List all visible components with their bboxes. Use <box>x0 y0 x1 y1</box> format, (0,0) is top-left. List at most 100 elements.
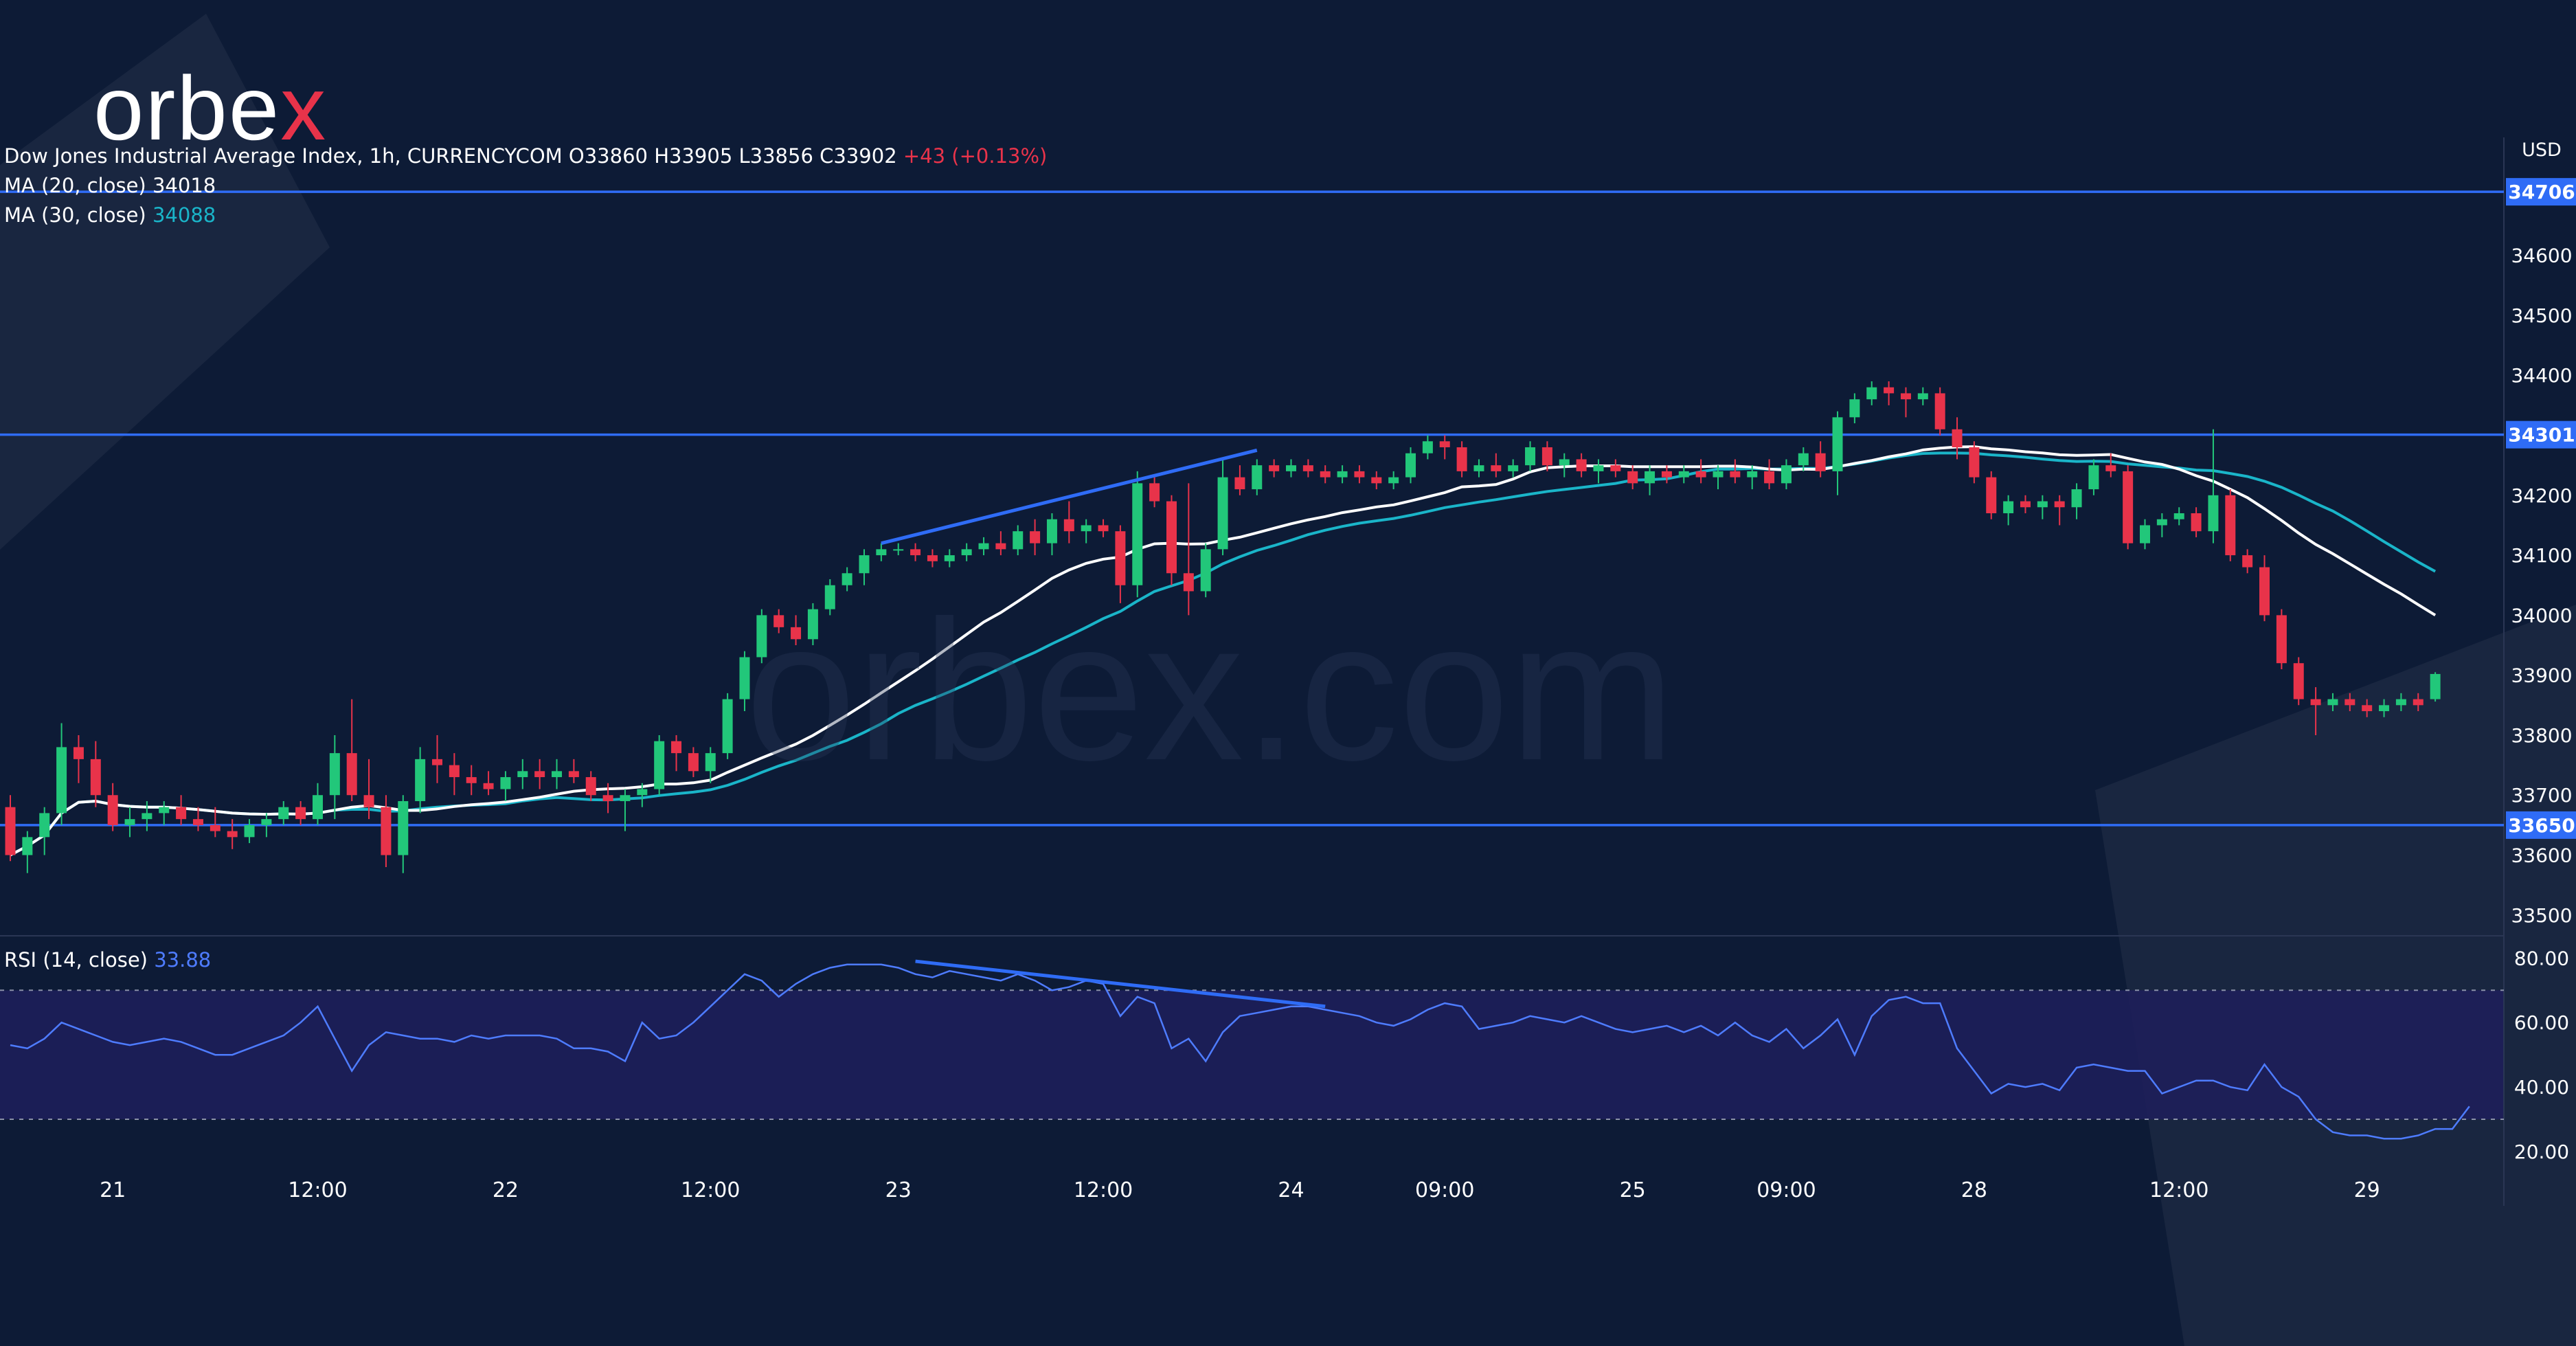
bear-candle <box>1986 477 1997 513</box>
bull-candle <box>978 543 989 550</box>
rsi-legend[interactable]: RSI (14, close) 33.88 <box>4 948 211 972</box>
rsi-band <box>0 990 2504 1119</box>
bull-candle <box>244 825 255 838</box>
horizontal-levels[interactable]: 34706 34301 33650 <box>0 178 2576 839</box>
bull-candle <box>1525 447 1536 466</box>
bear-candle <box>1269 465 1280 471</box>
bull-candle <box>637 789 648 796</box>
bear-candle <box>1149 483 1160 502</box>
bull-candle <box>1473 465 1484 471</box>
ma30-label: MA (30, close) <box>4 203 146 227</box>
bear-candle <box>1934 393 1945 429</box>
ma30-value: 34088 <box>152 203 216 227</box>
price-tick-label: 34200 <box>2511 484 2572 507</box>
time-tick-label: 12:00 <box>2149 1178 2208 1202</box>
rsi-axis[interactable]: 80.00 60.00 40.00 20.00 <box>0 947 2569 1163</box>
bull-candle <box>961 549 972 556</box>
bull-candle <box>1798 453 1809 466</box>
bear-candle <box>2293 663 2304 699</box>
bear-candle <box>1456 447 1467 471</box>
rsi-tick-label: 60.00 <box>2514 1011 2569 1034</box>
bear-candle <box>363 795 374 807</box>
rsi-line <box>10 963 2470 1140</box>
ma30-legend[interactable]: MA (30, close) 34088 <box>4 203 216 227</box>
bull-candle <box>1747 471 1758 478</box>
ma20-legend[interactable]: MA (20, close) 34018 <box>4 174 216 197</box>
bear-candle <box>1900 393 1911 400</box>
bull-candle <box>1917 393 1928 400</box>
bull-candle <box>1422 441 1433 453</box>
bull-candle <box>944 555 955 561</box>
bear-candle <box>1952 429 1963 447</box>
bull-candle <box>329 753 340 796</box>
bull-candle <box>2088 465 2099 490</box>
price-tick-label: 33800 <box>2511 724 2572 747</box>
bull-candle <box>893 549 904 551</box>
watermark: orbex.com <box>745 579 1675 802</box>
bear-candle <box>210 825 221 831</box>
bear-candle <box>432 759 442 765</box>
bear-candle <box>568 771 579 778</box>
bull-candle <box>1286 465 1296 471</box>
bear-candle <box>2020 501 2031 508</box>
low-value: L33856 <box>738 144 813 168</box>
bull-candle <box>2037 501 2048 508</box>
level-tag-label: 33650 <box>2508 814 2575 837</box>
price-tick-label: 33600 <box>2511 844 2572 867</box>
bull-candle <box>654 741 665 789</box>
bear-candle <box>791 627 802 640</box>
bear-candle <box>1764 471 1775 484</box>
change-value: +43 (+0.13%) <box>903 144 1048 168</box>
trendlines[interactable] <box>881 448 1326 1009</box>
bull-candle <box>1781 465 1792 484</box>
time-tick-label: 09:00 <box>1756 1178 1816 1202</box>
bear-candle <box>2225 495 2236 556</box>
ma20-value: 34018 <box>152 174 216 197</box>
bear-candle <box>1627 471 1638 484</box>
bull-candle <box>1866 387 1877 400</box>
bull-candle <box>2003 501 2014 513</box>
bull-candle <box>807 609 818 640</box>
bull-candle <box>517 771 528 778</box>
bull-candle <box>722 699 733 754</box>
instrument-legend[interactable]: Dow Jones Industrial Average Index, 1h, … <box>4 144 1047 168</box>
bull-candle <box>1849 399 1860 418</box>
time-tick-label: 23 <box>885 1178 912 1202</box>
bear-candle <box>1541 447 1552 466</box>
time-tick-label: 28 <box>1961 1178 1987 1202</box>
ma20-label: MA (20, close) <box>4 174 146 197</box>
price-tick-label: 33900 <box>2511 664 2572 687</box>
bear-candle <box>1695 471 1706 478</box>
time-tick-label: 12:00 <box>288 1178 347 1202</box>
bear-candle <box>1661 471 1672 478</box>
bear-candle <box>1320 471 1331 478</box>
level-tag <box>2506 178 2576 206</box>
bear-candle <box>1576 459 1587 471</box>
candlesticks <box>5 381 2441 873</box>
bull-candle <box>1388 477 1399 484</box>
bear-candle <box>381 807 392 855</box>
bull-candle <box>1132 483 1143 585</box>
rsi-label: RSI (14, close) <box>4 948 148 972</box>
bull-candle <box>2173 513 2184 519</box>
bear-candle <box>449 765 460 778</box>
bear-candle <box>2413 699 2424 706</box>
bear-candle <box>1730 471 1741 478</box>
time-tick-label: 21 <box>100 1178 126 1202</box>
bear-candle <box>2276 615 2287 664</box>
bear-candle <box>1610 465 1621 471</box>
price-tick-label: 34500 <box>2511 304 2572 327</box>
bull-candle <box>620 795 631 801</box>
time-axis[interactable]: 21 12:00 22 12:00 23 12:00 24 09:00 25 09:00 28 12:… <box>100 1178 2380 1202</box>
bull-candle <box>2208 495 2219 532</box>
price-tick-label: 34000 <box>2511 604 2572 627</box>
high-value: H33905 <box>654 144 733 168</box>
logo-text: orbe <box>93 58 281 159</box>
bear-candle <box>1354 471 1365 478</box>
close-value: C33902 <box>820 144 897 168</box>
price-tick-label: 33700 <box>2511 784 2572 807</box>
bull-candle <box>278 807 289 820</box>
rsi-tick-label: 20.00 <box>2514 1141 2569 1163</box>
